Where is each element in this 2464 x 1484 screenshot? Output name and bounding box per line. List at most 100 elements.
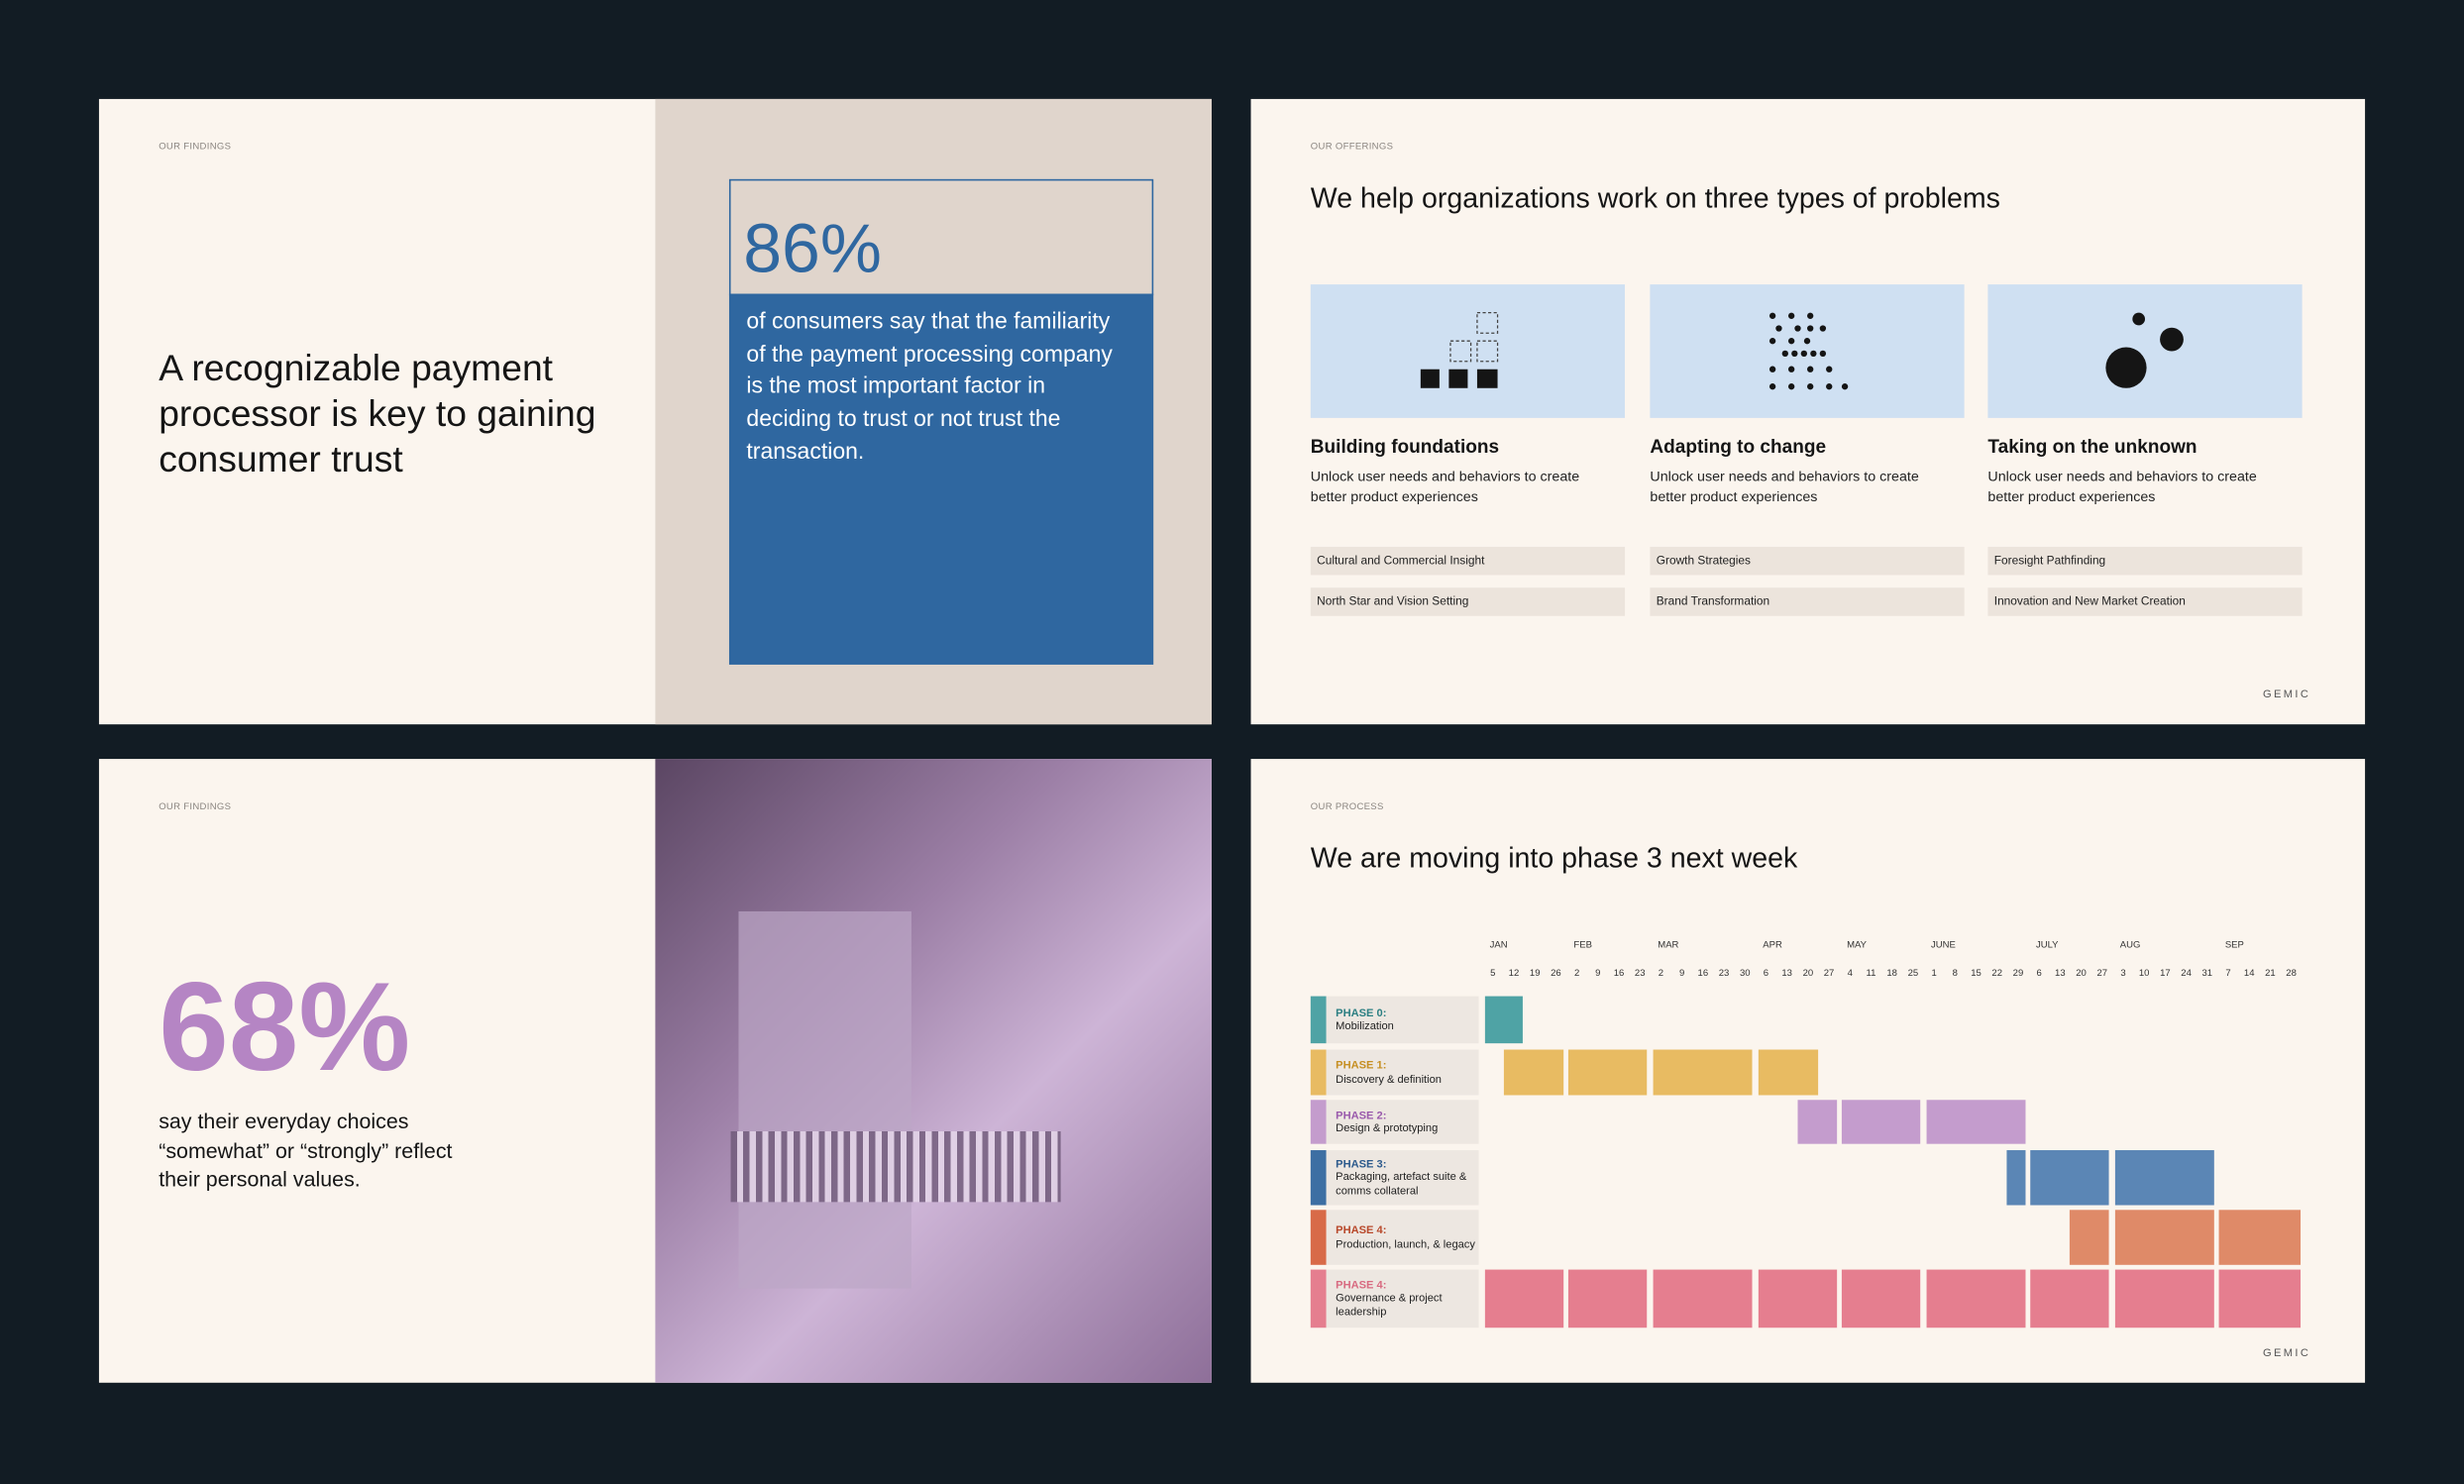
kicker: OUR FINDINGS (159, 802, 232, 813)
phase-strip (1310, 996, 1327, 1044)
stat: 68% (159, 956, 411, 1098)
card-title: Adapting to change (1650, 435, 1827, 458)
week-label: 14 (2243, 969, 2255, 980)
stat-panel (728, 293, 1154, 665)
week-label: 20 (2076, 969, 2087, 980)
phase-strip (1310, 1269, 1327, 1328)
month-label: SEP (2224, 941, 2244, 951)
month-label: MAY (1847, 941, 1868, 951)
tag: Growth Strategies (1650, 546, 1965, 576)
icon-box (1987, 284, 2303, 418)
photo-detail (738, 910, 911, 1289)
tag: Cultural and Commercial Insight (1310, 546, 1626, 576)
phase-name: Discovery & definition (1336, 1074, 1442, 1086)
week-label: 12 (1508, 969, 1520, 980)
phase-bar (2114, 1150, 2214, 1206)
phase-name: Design & prototyping (1336, 1123, 1439, 1135)
phase-bar (2030, 1150, 2109, 1206)
week-label: 9 (1678, 969, 1685, 980)
phase-bar (2218, 1210, 2302, 1265)
tag: Brand Transformation (1650, 586, 1965, 615)
week-label: 2 (1573, 969, 1580, 980)
phase-bar (1484, 996, 1523, 1044)
stat-text: say their everyday choices “somewhat” or… (159, 1109, 453, 1192)
phase-bar (1758, 1049, 1819, 1096)
week-label: 18 (1886, 969, 1897, 980)
logo: GEMIC (2262, 1347, 2311, 1359)
stat-text: of consumers say that the familiarity of… (746, 309, 1113, 466)
phase-bar (2218, 1269, 2302, 1328)
icon (1768, 312, 1849, 390)
week-label: 21 (2265, 969, 2276, 980)
week-label: 10 (2138, 969, 2150, 980)
kicker: OUR OFFERINGS (1310, 143, 1394, 153)
phase-name: Mobilization (1336, 1020, 1394, 1033)
stat: 86% (743, 210, 882, 288)
week-label: 29 (2012, 969, 2024, 980)
week-label: 3 (2120, 969, 2126, 980)
phase-bar (2069, 1210, 2109, 1265)
slide-title: We are moving into phase 3 next week (1310, 842, 1798, 874)
month-label: FEB (1573, 941, 1592, 951)
week-label: 17 (2160, 969, 2171, 980)
phase-number: PHASE 1: (1336, 1060, 1387, 1072)
week-label: 6 (2036, 969, 2042, 980)
week-label: 4 (1847, 969, 1853, 980)
icon (2105, 312, 2184, 388)
photo-detail (730, 1130, 1061, 1203)
phase-label: PHASE 1: Discovery & definition (1326, 1049, 1479, 1096)
card-description: Unlock user needs and behaviors to creat… (1310, 468, 1580, 505)
week-label: 2 (1658, 969, 1664, 980)
phase-bar (1653, 1049, 1753, 1096)
week-label: 5 (1490, 969, 1496, 980)
phase-bar (1484, 1269, 1564, 1328)
card-description: Unlock user needs and behaviors to creat… (1650, 468, 1919, 505)
phase-name: Production, launch, & legacy (1336, 1238, 1475, 1250)
week-label: 25 (1907, 969, 1919, 980)
week-label: 23 (1718, 969, 1730, 980)
week-label: 27 (2096, 969, 2108, 980)
week-label: 30 (1739, 969, 1751, 980)
phase-bar (1503, 1049, 1564, 1096)
tag: Innovation and New Market Creation (1987, 586, 2303, 615)
week-label: 8 (1952, 969, 1958, 980)
month-label: MAR (1658, 941, 1679, 951)
phase-number: PHASE 0: (1336, 1007, 1387, 1019)
week-label: 19 (1529, 969, 1541, 980)
phase-label: PHASE 2: Design & prototyping (1326, 1100, 1479, 1144)
card-title: Building foundations (1310, 435, 1500, 458)
week-label: 23 (1634, 969, 1646, 980)
card-title: Taking on the unknown (1987, 435, 2197, 458)
slide-title: We help organizations work on three type… (1310, 181, 2000, 214)
phase-bar (1926, 1269, 2026, 1328)
phase-bar (1926, 1100, 2026, 1144)
week-label: 20 (1802, 969, 1814, 980)
phase-bar (1758, 1269, 1838, 1328)
phase-strip (1310, 1049, 1327, 1096)
month-label: APR (1763, 941, 1782, 951)
icon (1420, 311, 1499, 388)
card-description: Unlock user needs and behaviors to creat… (1987, 468, 2257, 505)
phase-bar (1841, 1269, 1921, 1328)
month-label: JUNE (1930, 941, 1956, 951)
tag: North Star and Vision Setting (1310, 586, 1626, 615)
kicker: OUR FINDINGS (159, 143, 232, 153)
week-label: 13 (1781, 969, 1792, 980)
kicker: OUR PROCESS (1310, 802, 1384, 813)
week-label: 31 (2201, 969, 2213, 980)
phase-label: PHASE 0: Mobilization (1326, 996, 1479, 1044)
week-label: 26 (1551, 969, 1561, 980)
week-label: 24 (2181, 969, 2192, 980)
month-label: JAN (1489, 941, 1508, 951)
phase-bar (2114, 1269, 2214, 1328)
phase-number: PHASE 3: (1336, 1159, 1387, 1171)
phase-bar (1653, 1269, 1753, 1328)
phase-number: PHASE 2: (1336, 1110, 1387, 1121)
week-label: 6 (1763, 969, 1769, 980)
phase-bar (2114, 1210, 2214, 1265)
week-label: 15 (1971, 969, 1982, 980)
week-label: 27 (1823, 969, 1835, 980)
week-label: 11 (1866, 969, 1876, 980)
phase-bar (2006, 1150, 2026, 1206)
